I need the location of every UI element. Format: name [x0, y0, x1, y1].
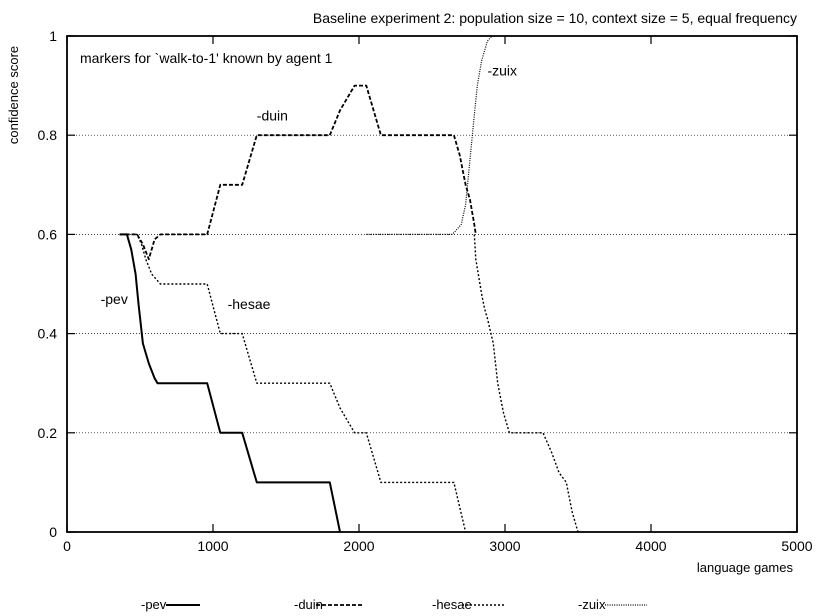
x-tick-label-0: 0 — [63, 538, 71, 554]
plot-frame — [66, 35, 798, 533]
series-line-zuix — [366, 35, 493, 235]
series-line-duin — [119, 84, 477, 261]
series-label-hesae: -hesae — [228, 296, 271, 312]
legend-label-pev: -pev — [141, 597, 167, 612]
x-axis-label: language games — [697, 560, 794, 575]
legend-label-duin: -duin — [294, 597, 323, 612]
x-tick-label-4: 4000 — [635, 538, 666, 554]
x-tick-label-3: 3000 — [489, 538, 520, 554]
x-tick-label-5: 5000 — [781, 538, 812, 554]
y-tick-label-0: 0 — [49, 524, 57, 540]
chart-annotation: markers for `walk-to-1' known by agent 1 — [80, 50, 333, 66]
x-tick-label-1: 1000 — [197, 538, 228, 554]
legend-label-hesae: -hesae — [432, 597, 472, 612]
y-tick-label-2: 0.4 — [38, 326, 58, 342]
y-axis-label: confidence score — [6, 46, 21, 144]
series-lines — [119, 35, 579, 533]
legend-label-zuix: -zuix — [578, 597, 606, 612]
chart-title: Baseline experiment 2: population size =… — [313, 10, 797, 26]
y-tick-label-5: 1 — [49, 28, 57, 44]
y-tick-label-4: 0.8 — [38, 127, 58, 143]
tick-marks — [66, 35, 798, 533]
y-tick-label-1: 0.2 — [38, 425, 58, 441]
series-labels: -pev -duin -hesae -zuix — [101, 63, 517, 312]
tick-labels: 0 1000 2000 3000 4000 5000 0 0.2 0.4 0.6 0.8 1 — [38, 28, 813, 554]
series-label-duin: -duin — [257, 107, 288, 123]
series-label-zuix: -zuix — [487, 63, 517, 79]
x-tick-label-2: 2000 — [343, 538, 374, 554]
legend: -pev -duin -hesae -zuix — [141, 597, 647, 612]
series-line-pev — [119, 233, 341, 533]
series-label-pev: -pev — [101, 291, 128, 307]
y-tick-label-3: 0.6 — [38, 226, 58, 242]
series-line-hesae — [119, 233, 579, 533]
